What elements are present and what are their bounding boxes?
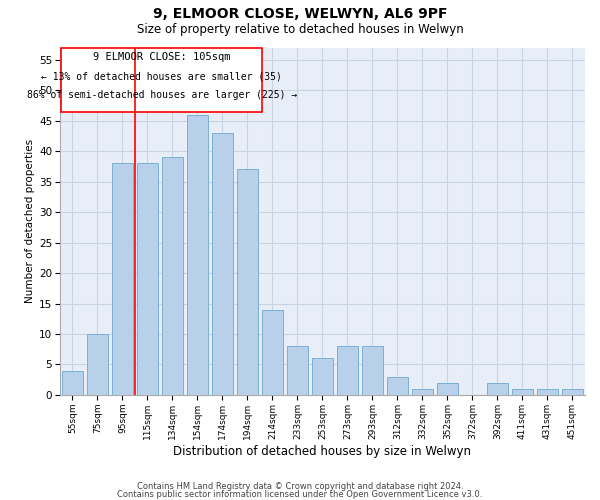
Bar bbox=[87, 334, 108, 395]
Bar bbox=[262, 310, 283, 395]
Y-axis label: Number of detached properties: Number of detached properties bbox=[25, 139, 35, 304]
FancyBboxPatch shape bbox=[61, 48, 262, 112]
Bar bbox=[137, 164, 158, 395]
Bar bbox=[187, 114, 208, 395]
Bar bbox=[337, 346, 358, 395]
Bar bbox=[387, 376, 408, 395]
Text: Contains public sector information licensed under the Open Government Licence v3: Contains public sector information licen… bbox=[118, 490, 482, 499]
Text: 9, ELMOOR CLOSE, WELWYN, AL6 9PF: 9, ELMOOR CLOSE, WELWYN, AL6 9PF bbox=[153, 8, 447, 22]
Bar bbox=[112, 164, 133, 395]
Bar bbox=[512, 389, 533, 395]
Bar bbox=[287, 346, 308, 395]
Bar bbox=[162, 157, 183, 395]
Bar bbox=[212, 133, 233, 395]
Bar bbox=[62, 370, 83, 395]
Bar bbox=[562, 389, 583, 395]
Text: 9 ELMOOR CLOSE: 105sqm: 9 ELMOOR CLOSE: 105sqm bbox=[93, 52, 230, 62]
Bar bbox=[412, 389, 433, 395]
Text: Contains HM Land Registry data © Crown copyright and database right 2024.: Contains HM Land Registry data © Crown c… bbox=[137, 482, 463, 491]
Bar bbox=[237, 170, 258, 395]
Bar bbox=[437, 382, 458, 395]
X-axis label: Distribution of detached houses by size in Welwyn: Distribution of detached houses by size … bbox=[173, 444, 472, 458]
Text: ← 13% of detached houses are smaller (35): ← 13% of detached houses are smaller (35… bbox=[41, 72, 282, 82]
Bar bbox=[362, 346, 383, 395]
Text: 86% of semi-detached houses are larger (225) →: 86% of semi-detached houses are larger (… bbox=[26, 90, 297, 100]
Bar bbox=[312, 358, 333, 395]
Bar bbox=[537, 389, 558, 395]
Bar bbox=[487, 382, 508, 395]
Text: Size of property relative to detached houses in Welwyn: Size of property relative to detached ho… bbox=[137, 22, 463, 36]
